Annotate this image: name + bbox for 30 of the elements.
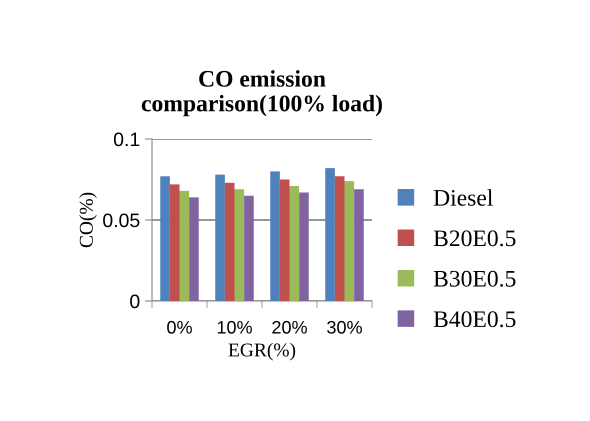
bar bbox=[215, 174, 225, 301]
x-tick-label: 0% bbox=[167, 320, 192, 334]
x-tick-label: 10% bbox=[218, 320, 252, 334]
bar bbox=[224, 182, 234, 301]
y-tick-label: 0.05 bbox=[103, 213, 140, 228]
x-tick-label: 30% bbox=[327, 320, 362, 334]
bar bbox=[299, 192, 309, 301]
y-tick-label: 0.1 bbox=[114, 132, 140, 146]
legend-label: B30E0.5 bbox=[434, 270, 516, 287]
x-axis-title: EGR(%) bbox=[228, 342, 296, 360]
chart-title: CO emission comparison(100% load) bbox=[142, 70, 382, 116]
bar bbox=[189, 197, 199, 301]
bar bbox=[160, 176, 170, 301]
y-tick-label: 0 bbox=[130, 294, 140, 308]
legend-label: B20E0.5 bbox=[434, 230, 516, 246]
legend-label: Diesel bbox=[434, 189, 493, 206]
bar bbox=[180, 190, 190, 301]
bar bbox=[290, 186, 300, 301]
bar bbox=[334, 176, 344, 301]
bar bbox=[344, 181, 354, 301]
x-tick-label: 20% bbox=[272, 320, 307, 334]
bar bbox=[325, 168, 335, 301]
bar bbox=[354, 189, 364, 301]
y-axis-title: CO(%) bbox=[79, 192, 97, 248]
bar bbox=[270, 171, 280, 301]
bar bbox=[234, 189, 244, 301]
legend-label: B40E0.5 bbox=[434, 311, 516, 328]
bar bbox=[170, 184, 180, 301]
bar bbox=[244, 196, 254, 301]
bar bbox=[280, 180, 290, 301]
